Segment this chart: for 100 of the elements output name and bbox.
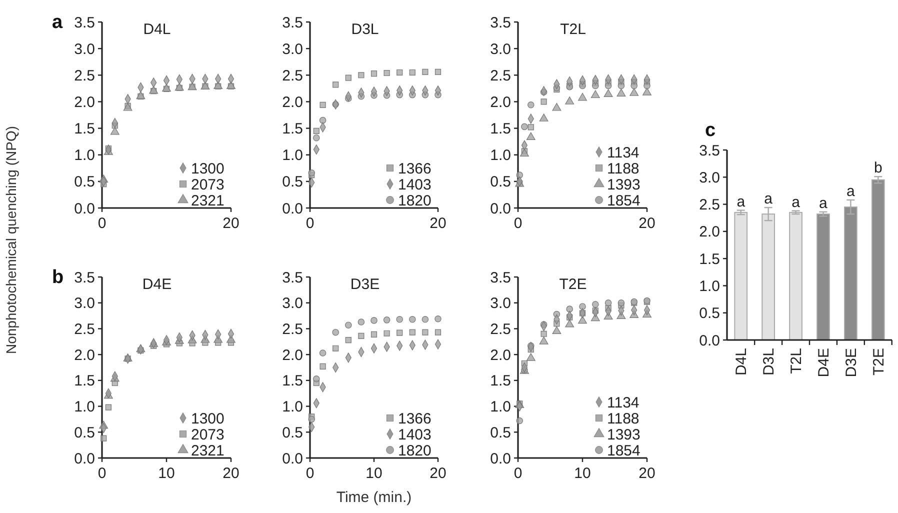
annotation: a: [764, 190, 774, 208]
y-tick-label: 1.0: [282, 147, 303, 164]
annotation: a: [846, 182, 856, 200]
y-tick-label: 2.5: [282, 67, 303, 84]
chart-title: D3E: [350, 276, 380, 293]
x-tick-label: 20: [222, 465, 240, 482]
y-tick-label: 0.5: [74, 424, 95, 442]
y-tick-label: 3.0: [282, 40, 303, 58]
y-tick-label: 2.0: [490, 94, 511, 111]
y-tick-label: 0.5: [282, 174, 303, 191]
y-tick-label: 0.0: [74, 450, 95, 468]
y-tick-label: 0.0: [282, 450, 303, 468]
annotation: a: [819, 194, 828, 212]
x-tick-label: 10: [574, 465, 591, 482]
legend-label: 1188: [607, 410, 640, 428]
y-tick-label: 2.5: [74, 67, 95, 84]
chart-title: D4L: [143, 21, 171, 38]
x-tick-label: 0: [514, 215, 522, 232]
x-tick-label: 0: [514, 465, 522, 482]
y-tick-label: 3.5: [74, 269, 95, 286]
legend-label: 1300: [191, 160, 224, 178]
y-tick-label: 2.5: [490, 67, 511, 84]
chart-title: T2E: [559, 276, 587, 293]
legend-label: 1134: [607, 144, 640, 162]
y-tick-label: 0.0: [490, 200, 511, 218]
x-tick-label: D4L: [733, 348, 750, 376]
y-axis-title: Nonphotochemical quenching (NPQ): [3, 126, 19, 354]
legend-label: 2321: [191, 192, 224, 210]
legend-label: 1854: [607, 192, 640, 210]
y-tick-label: 3.5: [490, 269, 511, 286]
legend-label: 1188: [607, 160, 640, 178]
y-tick-label: 0.5: [490, 174, 511, 191]
y-tick-label: 2.0: [282, 94, 303, 111]
y-tick-label: 1.5: [282, 120, 303, 138]
y-tick-label: 0.0: [74, 200, 95, 218]
x-tick-label: 0: [98, 465, 106, 482]
y-tick-label: 0.5: [282, 424, 303, 442]
y-tick-label: 0.0: [490, 450, 511, 468]
x-tick-label: T2E: [870, 348, 888, 376]
legend-label: 2073: [191, 176, 224, 194]
y-tick-label: 0.0: [282, 200, 303, 218]
x-tick-label: D4E: [815, 348, 832, 378]
x-tick-label: 0: [98, 215, 106, 232]
x-tick-label: 0: [306, 465, 314, 482]
y-tick-label: 1.0: [74, 398, 95, 416]
y-tick-label: 3.5: [282, 14, 303, 32]
y-tick-label: 1.0: [490, 398, 511, 416]
y-tick-label: 1.0: [282, 398, 303, 416]
text: a: [52, 12, 63, 33]
y-tick-label: 3.5: [282, 269, 303, 286]
y-tick-label: 2.5: [74, 320, 95, 338]
y-tick-label: 0.0: [699, 332, 720, 350]
y-tick-label: 0.5: [74, 174, 95, 191]
y-tick-label: 3.5: [699, 142, 720, 160]
y-tick-label: 0.5: [490, 424, 511, 442]
legend-label: 1393: [607, 426, 640, 444]
annotation: b: [874, 160, 882, 177]
legend-label: 1134: [607, 394, 640, 412]
y-tick-label: 1.0: [74, 147, 95, 164]
legend-label: 1403: [398, 426, 432, 444]
legend-label: 1403: [398, 176, 432, 194]
chart-title: D4E: [142, 276, 172, 293]
legend-label: 1300: [191, 410, 224, 428]
legend-label: 2321: [191, 442, 224, 460]
y-tick-label: 1.5: [699, 250, 720, 268]
x-tick-label: 20: [638, 215, 656, 232]
y-tick-label: 1.5: [490, 372, 511, 390]
y-tick-label: 2.0: [74, 94, 95, 111]
legend-label: 2073: [191, 426, 224, 444]
y-tick-label: 1.5: [282, 372, 303, 390]
annotation: a: [792, 194, 801, 211]
legend-label: 1820: [398, 192, 432, 210]
y-tick-label: 1.5: [490, 120, 511, 138]
y-tick-label: 2.0: [282, 346, 303, 364]
legend-label: 1854: [607, 442, 640, 460]
x-tick-label: 10: [158, 465, 175, 482]
chart-title: T2L: [560, 21, 586, 38]
y-tick-label: 3.5: [490, 14, 511, 32]
x-tick-label: 0: [306, 215, 314, 232]
y-tick-label: 3.0: [74, 295, 95, 312]
x-tick-label: 10: [366, 465, 382, 482]
y-tick-label: 2.0: [74, 346, 95, 364]
y-tick-label: 3.0: [74, 40, 95, 58]
legend-label: 1393: [607, 176, 640, 194]
x-tick-label: D3E: [842, 348, 860, 378]
y-tick-label: 0.5: [699, 305, 720, 322]
text: c: [705, 120, 716, 141]
y-tick-label: 1.0: [490, 147, 511, 164]
legend-label: 1366: [398, 160, 432, 178]
annotation: a: [736, 193, 746, 210]
x-tick-label: T2L: [788, 348, 806, 374]
y-tick-label: 3.0: [490, 40, 511, 58]
y-tick-label: 1.5: [74, 120, 95, 138]
legend-label: 1366: [398, 410, 432, 428]
x-tick-label: 20: [430, 465, 446, 482]
legend-label: 1820: [398, 442, 432, 460]
y-tick-label: 2.0: [699, 224, 720, 241]
y-tick-label: 2.5: [282, 320, 303, 338]
x-tick-label: 20: [638, 465, 656, 482]
y-tick-label: 3.0: [490, 295, 511, 312]
